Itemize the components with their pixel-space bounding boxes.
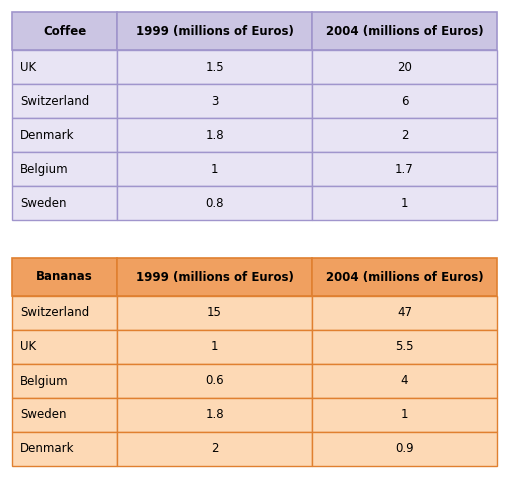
- Bar: [12, 12, 117, 50]
- Bar: [12, 296, 117, 330]
- Text: 1: 1: [401, 197, 408, 210]
- Bar: [12, 186, 117, 220]
- Text: 2004 (millions of Euros): 2004 (millions of Euros): [326, 24, 483, 37]
- Bar: [117, 50, 312, 84]
- Bar: [12, 84, 117, 118]
- Text: 6: 6: [401, 94, 408, 107]
- Bar: [312, 152, 497, 186]
- Text: Belgium: Belgium: [20, 163, 69, 176]
- Text: 15: 15: [207, 306, 222, 319]
- Bar: [312, 364, 497, 398]
- Text: Sweden: Sweden: [20, 197, 67, 210]
- Bar: [12, 152, 117, 186]
- Text: 3: 3: [211, 94, 218, 107]
- Text: Denmark: Denmark: [20, 443, 75, 456]
- Bar: [117, 330, 312, 364]
- Bar: [312, 296, 497, 330]
- Bar: [312, 330, 497, 364]
- Bar: [12, 330, 117, 364]
- Bar: [117, 258, 312, 296]
- Text: 1.7: 1.7: [395, 163, 414, 176]
- Bar: [12, 398, 117, 432]
- Text: Switzerland: Switzerland: [20, 94, 89, 107]
- Bar: [12, 118, 117, 152]
- Text: Switzerland: Switzerland: [20, 306, 89, 319]
- Text: 1: 1: [401, 409, 408, 422]
- Text: 1.8: 1.8: [205, 129, 224, 142]
- Bar: [12, 432, 117, 466]
- Bar: [12, 364, 117, 398]
- Bar: [117, 84, 312, 118]
- Bar: [117, 152, 312, 186]
- Bar: [312, 258, 497, 296]
- Text: Coffee: Coffee: [43, 24, 86, 37]
- Text: 1: 1: [211, 163, 218, 176]
- Bar: [117, 186, 312, 220]
- Bar: [117, 398, 312, 432]
- Text: 2: 2: [211, 443, 218, 456]
- Text: 1999 (millions of Euros): 1999 (millions of Euros): [136, 270, 293, 283]
- Bar: [312, 186, 497, 220]
- Bar: [117, 118, 312, 152]
- Text: UK: UK: [20, 340, 36, 353]
- Text: 20: 20: [397, 60, 412, 73]
- Text: 4: 4: [401, 375, 408, 388]
- Text: 5.5: 5.5: [395, 340, 414, 353]
- Bar: [312, 398, 497, 432]
- Bar: [312, 84, 497, 118]
- Bar: [312, 12, 497, 50]
- Text: 0.8: 0.8: [205, 197, 224, 210]
- Text: Sweden: Sweden: [20, 409, 67, 422]
- Bar: [12, 50, 117, 84]
- Bar: [117, 364, 312, 398]
- Text: 1.8: 1.8: [205, 409, 224, 422]
- Bar: [312, 432, 497, 466]
- Text: Denmark: Denmark: [20, 129, 75, 142]
- Bar: [312, 118, 497, 152]
- Bar: [12, 258, 117, 296]
- Text: 1.5: 1.5: [205, 60, 224, 73]
- Bar: [312, 50, 497, 84]
- Text: 1999 (millions of Euros): 1999 (millions of Euros): [136, 24, 293, 37]
- Text: 2004 (millions of Euros): 2004 (millions of Euros): [326, 270, 483, 283]
- Text: 2: 2: [401, 129, 408, 142]
- Text: 0.9: 0.9: [395, 443, 414, 456]
- Text: 0.6: 0.6: [205, 375, 224, 388]
- Text: 1: 1: [211, 340, 218, 353]
- Text: Belgium: Belgium: [20, 375, 69, 388]
- Text: UK: UK: [20, 60, 36, 73]
- Text: 47: 47: [397, 306, 412, 319]
- Bar: [117, 296, 312, 330]
- Bar: [117, 432, 312, 466]
- Bar: [117, 12, 312, 50]
- Text: Bananas: Bananas: [36, 270, 93, 283]
